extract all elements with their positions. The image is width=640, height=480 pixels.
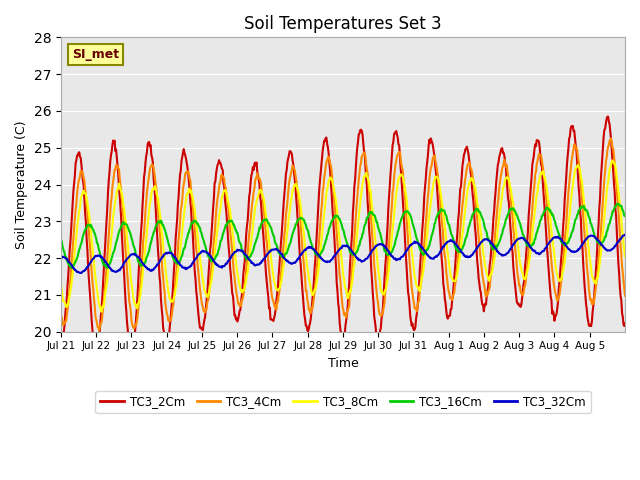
TC3_16Cm — [255, 225, 263, 230]
Y-axis label: Soil Temperature (C): Soil Temperature (C) — [15, 120, 28, 249]
TC3_16Cm — [402, 209, 410, 215]
TC3_32Cm — [434, 252, 442, 258]
TC3_4Cm — [607, 135, 615, 141]
TC3_4Cm — [621, 293, 629, 299]
TC3_32Cm — [57, 255, 65, 261]
TC3_16Cm — [614, 201, 622, 207]
TC3_32Cm — [255, 262, 263, 267]
TC3_32Cm — [76, 270, 84, 276]
TC3_8Cm — [255, 188, 263, 193]
TC3_2Cm — [402, 252, 410, 258]
TC3_2Cm — [277, 242, 285, 248]
TC3_16Cm — [621, 213, 629, 219]
TC3_16Cm — [277, 253, 285, 259]
TC3_32Cm — [124, 255, 132, 261]
TC3_16Cm — [57, 237, 65, 242]
TC3_8Cm — [621, 254, 629, 260]
Line: TC3_32Cm: TC3_32Cm — [61, 235, 625, 273]
TC3_16Cm — [68, 265, 76, 271]
TC3_4Cm — [228, 241, 236, 247]
Line: TC3_16Cm: TC3_16Cm — [61, 204, 625, 268]
Line: TC3_8Cm: TC3_8Cm — [61, 160, 625, 312]
TC3_8Cm — [124, 242, 132, 248]
Line: TC3_2Cm: TC3_2Cm — [61, 117, 625, 355]
TC3_4Cm — [277, 272, 285, 278]
TC3_8Cm — [434, 175, 442, 181]
TC3_8Cm — [228, 220, 236, 226]
TC3_8Cm — [97, 309, 105, 315]
TC3_32Cm — [621, 232, 629, 238]
Line: TC3_4Cm: TC3_4Cm — [61, 138, 625, 330]
TC3_4Cm — [255, 175, 263, 181]
TC3_4Cm — [57, 313, 65, 319]
TC3_8Cm — [609, 157, 616, 163]
TC3_2Cm — [124, 320, 131, 326]
TC3_4Cm — [124, 278, 132, 284]
TC3_4Cm — [95, 327, 103, 333]
Title: Soil Temperatures Set 3: Soil Temperatures Set 3 — [244, 15, 442, 33]
TC3_32Cm — [402, 249, 410, 254]
TC3_4Cm — [402, 208, 410, 214]
TC3_16Cm — [228, 218, 236, 224]
TC3_2Cm — [621, 321, 629, 326]
TC3_32Cm — [228, 253, 236, 259]
TC3_16Cm — [434, 212, 442, 218]
TC3_8Cm — [57, 280, 65, 286]
Text: SI_met: SI_met — [72, 48, 119, 61]
X-axis label: Time: Time — [328, 357, 358, 370]
TC3_2Cm — [604, 114, 612, 120]
TC3_4Cm — [434, 170, 442, 176]
TC3_16Cm — [124, 225, 132, 230]
TC3_2Cm — [57, 339, 65, 345]
TC3_2Cm — [255, 181, 263, 187]
TC3_32Cm — [277, 251, 285, 257]
TC3_8Cm — [402, 191, 410, 196]
TC3_8Cm — [277, 280, 285, 286]
TC3_2Cm — [434, 191, 442, 196]
TC3_2Cm — [228, 281, 236, 287]
TC3_2Cm — [127, 352, 134, 358]
Legend: TC3_2Cm, TC3_4Cm, TC3_8Cm, TC3_16Cm, TC3_32Cm: TC3_2Cm, TC3_4Cm, TC3_8Cm, TC3_16Cm, TC3… — [95, 391, 591, 413]
